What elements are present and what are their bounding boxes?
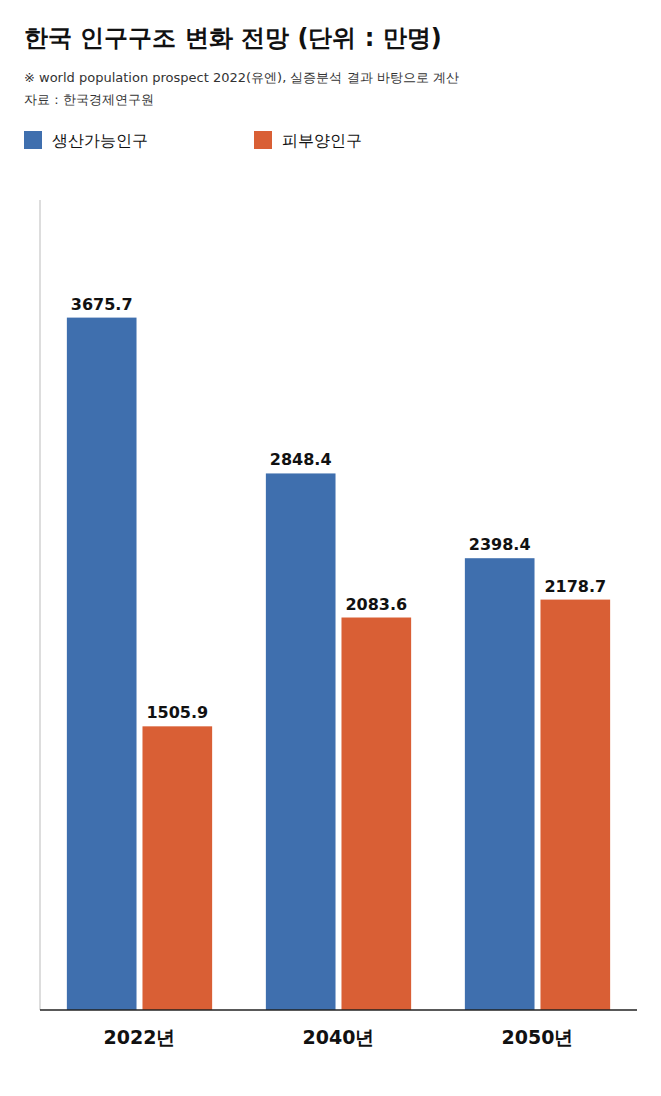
data-label: 2848.4: [270, 450, 332, 469]
legend-swatch: [24, 131, 42, 149]
x-tick-label: 2040년: [303, 1026, 375, 1048]
subtitle: 자료 : 한국경제연구원: [24, 92, 154, 107]
bar: [266, 473, 336, 1010]
x-tick-label: 2050년: [502, 1026, 574, 1048]
bar: [540, 600, 610, 1010]
legend-label: 피부양인구: [282, 131, 362, 150]
bars: [67, 318, 610, 1010]
x-axis: [40, 1009, 637, 1011]
subtitle: ※ world population prospect 2022(유엔), 실증…: [24, 70, 459, 85]
bar: [465, 558, 535, 1010]
x-tick-label: 2022년: [104, 1026, 176, 1048]
bar: [142, 726, 212, 1010]
y-axis: [40, 200, 41, 1010]
bar: [67, 318, 137, 1010]
legend: 생산가능인구 피부양인구: [24, 131, 362, 150]
bar: [341, 618, 411, 1010]
legend-label: 생산가능인구: [52, 131, 148, 150]
chart: 한국 인구구조 변화 전망 (단위 : 만명) ※ world populatio…: [0, 0, 661, 1096]
legend-swatch: [254, 131, 272, 149]
data-label: 3675.7: [71, 295, 133, 314]
data-label: 2083.6: [345, 595, 407, 614]
data-label: 1505.9: [146, 703, 208, 722]
title: 한국 인구구조 변화 전망 (단위 : 만명): [24, 24, 442, 52]
data-label: 2178.7: [544, 577, 606, 596]
data-label: 2398.4: [469, 535, 531, 554]
data-labels: 3675.7 2848.4 2398.4 1505.9 2083.6 2178.7: [71, 295, 606, 723]
